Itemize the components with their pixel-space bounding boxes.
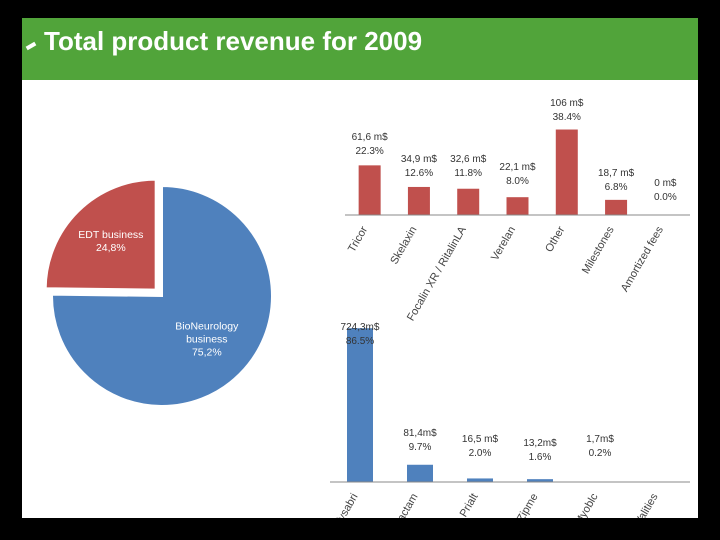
bar-value-label: 22,1 m$ [499,162,536,173]
pie-slice [44,178,157,291]
bar-percent-label: 0.0% [654,192,677,203]
bar-percent-label: 22.3% [355,146,383,157]
pie-slice [51,184,273,407]
bar-value-label: 724,3m$ [341,322,380,333]
pie-slice-label: BioNeurology business 75,2% [175,320,239,358]
chart-bar [506,197,529,215]
chart-bar [605,199,628,215]
bar-category-label: Verelan [489,225,518,263]
title-bar: Total product revenue for 2009 [22,18,698,80]
bar-value-label: 13,2m$ [523,438,557,449]
bar-value-label: 61,6 m$ [352,132,389,143]
bar-value-label: 32,6 m$ [450,154,487,165]
bar-category-label: Other [543,224,567,254]
bar-percent-label: 0.2% [589,448,612,459]
bottom-bar [0,518,720,540]
bar-percent-label: 12.6% [405,168,433,179]
bar-value-label: 1,7m$ [586,434,614,445]
bar-percent-label: 1.6% [529,452,552,463]
bar-percent-label: 6.8% [605,182,628,193]
chart-bar [407,186,430,215]
bar-percent-label: 11.8% [454,168,482,179]
bar-percent-label: 38.4% [553,112,581,123]
chart-bar [347,328,373,482]
chart-bar [407,464,433,482]
pie-slice-label: EDT business 24,8% [78,229,143,254]
bar-percent-label: 2.0% [469,448,492,459]
bar-category-label: Milestones [580,224,617,276]
chart-bar [527,479,553,482]
bar-value-label: 0 m$ [654,178,677,189]
bar-percent-label: 9.7% [409,442,432,453]
chart-bar [358,165,381,215]
bar-category-label: Tricor [346,224,370,254]
bar-value-label: 34,9 m$ [401,154,438,165]
chart-bar [457,188,480,215]
bar-value-label: 16,5 m$ [462,434,499,445]
bar-value-label: 106 m$ [550,98,584,109]
bar-percent-label: 86.5% [346,336,374,347]
bar-category-label: Prialt [458,492,481,520]
chart-bar [467,478,493,482]
chart-bar [555,129,578,215]
bar-category-label: Amortized fees [619,224,666,294]
bar-value-label: 18,7 m$ [598,168,635,179]
bar-percent-label: 8.0% [506,176,529,187]
bar-value-label: 81,4m$ [403,428,437,439]
slide-title: Total product revenue for 2009 [44,26,423,56]
bar-category-label: Skelaxin [388,225,419,267]
